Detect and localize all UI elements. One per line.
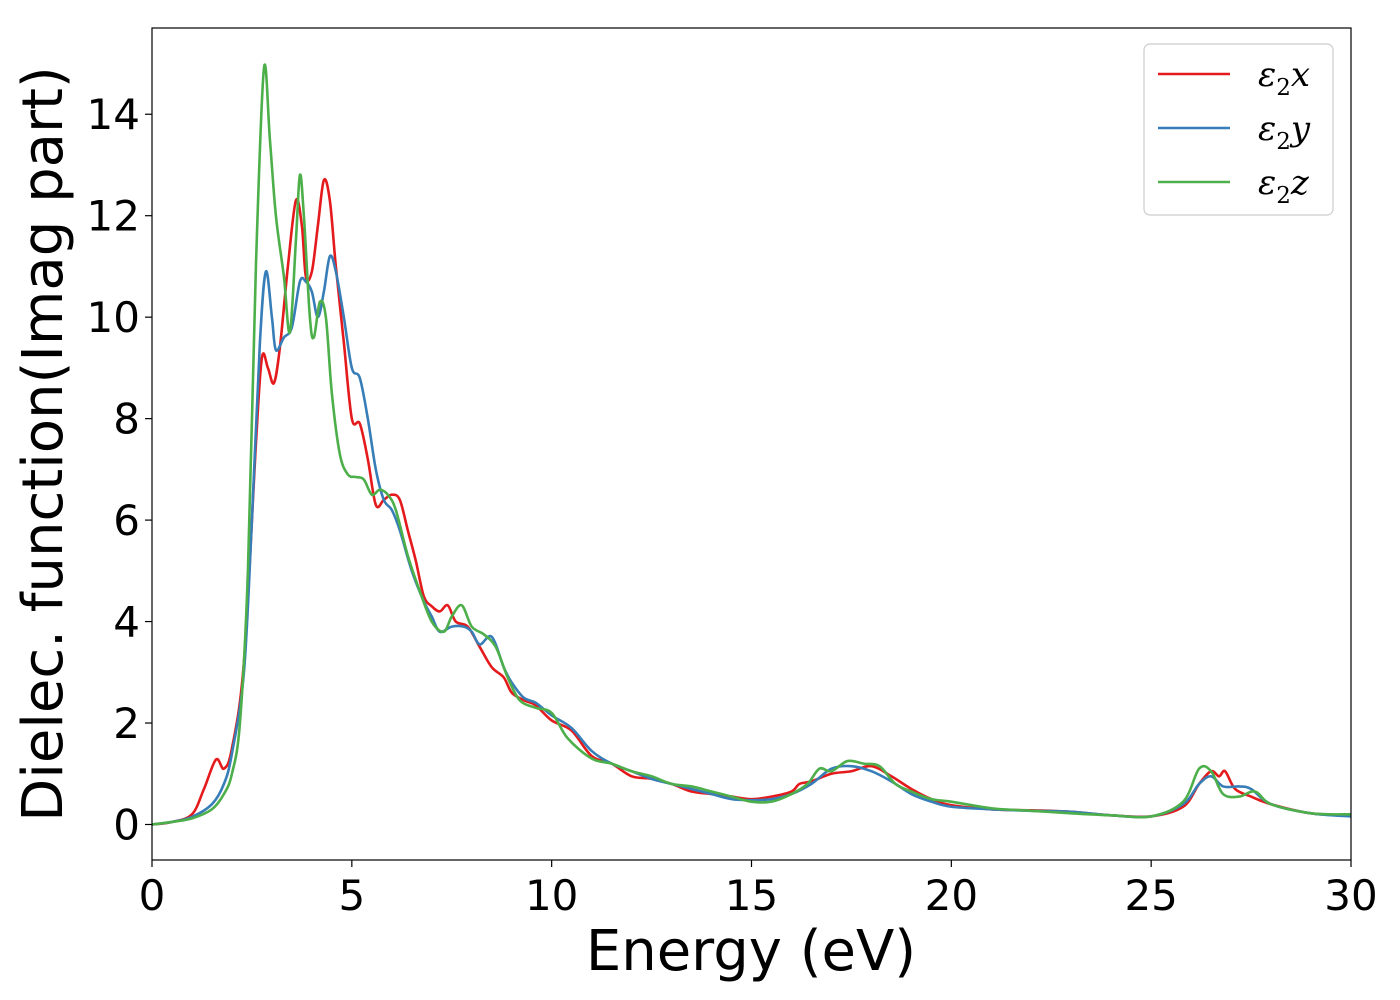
- x-tick-label: 25: [1124, 871, 1177, 920]
- x-tick-label: 10: [525, 871, 578, 920]
- x-axis-title: Energy (eV): [586, 919, 916, 984]
- y-tick-label: 10: [87, 293, 140, 342]
- y-tick-label: 0: [113, 800, 140, 849]
- y-tick-label: 12: [87, 192, 140, 241]
- y-tick-label: 6: [113, 496, 140, 545]
- x-tick-label: 5: [338, 871, 365, 920]
- legend-label-y: ε2y: [1258, 109, 1311, 155]
- y-tick-label: 14: [87, 90, 140, 139]
- y-axis-title: Dielec. function(Imag part): [11, 66, 76, 822]
- legend-label-x: ε2x: [1258, 55, 1310, 101]
- series-layer: [152, 63, 1351, 826]
- legend: ε2x ε2y ε2z: [1143, 43, 1334, 216]
- x-tick-label: 20: [925, 871, 978, 920]
- y-axis: 0 2 4 6 8 10 12 14: [87, 90, 152, 849]
- y-tick-label: 8: [113, 395, 140, 444]
- x-tick-label: 15: [725, 871, 778, 920]
- legend-label-z: ε2z: [1258, 163, 1310, 209]
- x-tick-label: 0: [139, 871, 166, 920]
- y-tick-label: 4: [113, 598, 140, 647]
- x-tick-label: 30: [1324, 871, 1377, 920]
- y-tick-label: 2: [113, 699, 140, 748]
- series-line-z: [152, 63, 1351, 826]
- legend-box: [1143, 43, 1334, 216]
- x-axis: 0 5 10 15 20 25 30: [139, 860, 1378, 920]
